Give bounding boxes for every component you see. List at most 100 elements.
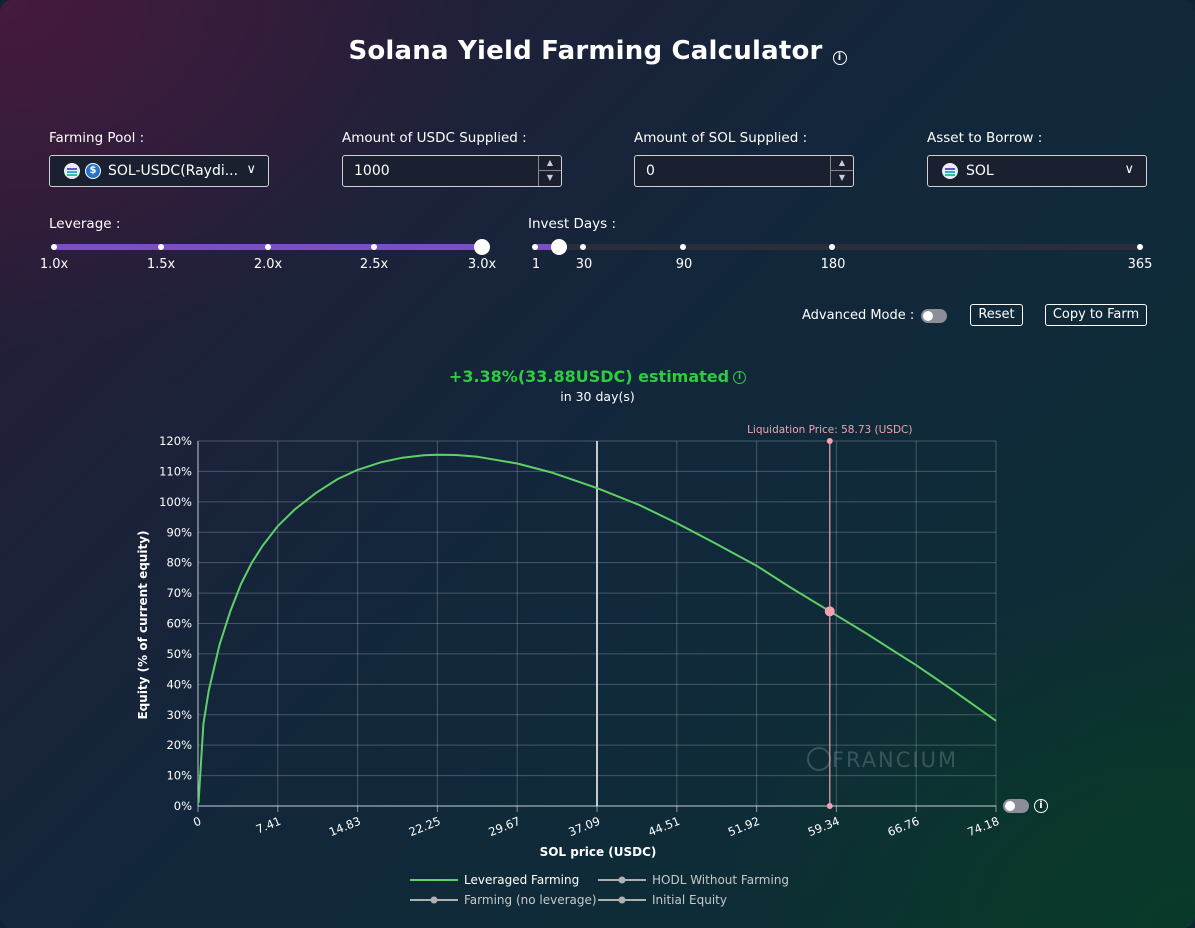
x-tick-label: 0 bbox=[191, 814, 203, 830]
liquidation-label: Liquidation Price: 58.73 (USDC) bbox=[747, 424, 912, 436]
y-tick-label: 0% bbox=[174, 799, 192, 813]
estimate-headline: +3.38%(33.88USDC) estimated i bbox=[0, 367, 1195, 386]
liquidation-point bbox=[824, 606, 835, 617]
sol-icon bbox=[942, 163, 958, 179]
chart-option-toggle[interactable] bbox=[1003, 799, 1029, 813]
invest-days-stop[interactable] bbox=[1137, 244, 1143, 250]
usdc-amount-stepper[interactable]: ▲ ▼ bbox=[538, 156, 561, 186]
chart-legend: Leveraged Farming HODL Without Farming Far… bbox=[410, 873, 789, 907]
x-axis-label: SOL price (USDC) bbox=[540, 845, 657, 859]
sol-amount-stepper[interactable]: ▲ ▼ bbox=[830, 156, 853, 186]
farming-pool-label: Farming Pool : bbox=[49, 130, 145, 146]
y-tick-label: 80% bbox=[166, 556, 192, 570]
x-tick-label: 37.09 bbox=[566, 814, 602, 839]
chevron-down-icon: ∨ bbox=[1124, 162, 1134, 177]
x-tick-label: 59.34 bbox=[806, 814, 842, 839]
y-tick-label: 30% bbox=[166, 708, 192, 722]
y-tick-label: 40% bbox=[166, 677, 192, 691]
sol-amount-input[interactable]: 0 ▲ ▼ bbox=[634, 155, 854, 187]
legend-swatch-dot bbox=[430, 896, 438, 904]
legend-label: Leveraged Farming bbox=[464, 873, 579, 887]
chart-axes: 0 7.41 14.83 22.25 29.67 37.09 44.51 51.92 59.34… bbox=[159, 434, 1001, 839]
stepper-down-icon[interactable]: ▼ bbox=[838, 173, 846, 182]
invest-days-tick[interactable]: 90 bbox=[675, 257, 693, 272]
x-tick-label: 66.76 bbox=[886, 814, 922, 839]
y-tick-label: 10% bbox=[166, 769, 192, 783]
legend-label: Initial Equity bbox=[652, 893, 727, 907]
leverage-label: Leverage : bbox=[49, 216, 121, 232]
estimate-info-icon[interactable]: i bbox=[733, 371, 747, 384]
x-tick-label: 22.25 bbox=[407, 814, 443, 839]
leverage-tick[interactable]: 3.0x bbox=[467, 257, 497, 272]
leverage-stop[interactable] bbox=[158, 244, 164, 250]
chevron-down-icon: ∨ bbox=[246, 162, 256, 177]
chart-series bbox=[197, 453, 997, 804]
leverage-stop[interactable] bbox=[371, 244, 377, 250]
leveraged-farming-line bbox=[197, 453, 997, 804]
leverage-tick[interactable]: 1.0x bbox=[39, 257, 69, 272]
advanced-mode-label: Advanced Mode : bbox=[802, 308, 915, 323]
y-tick-label: 20% bbox=[166, 738, 192, 752]
usdc-amount-value: 1000 bbox=[354, 163, 390, 179]
x-tick-label: 74.18 bbox=[965, 814, 1001, 839]
legend-label: HODL Without Farming bbox=[652, 873, 789, 887]
usdc-amount-input[interactable]: 1000 ▲ ▼ bbox=[342, 155, 562, 187]
y-tick-label: 70% bbox=[166, 586, 192, 600]
y-tick-label: 120% bbox=[159, 434, 192, 448]
farming-pool-select[interactable]: SOL-USDC(Raydi... ∨ bbox=[49, 155, 269, 187]
invest-days-track[interactable] bbox=[532, 244, 1144, 250]
title-info-icon[interactable]: i bbox=[832, 37, 847, 67]
copy-to-farm-button[interactable]: Copy to Farm bbox=[1045, 304, 1147, 326]
stepper-up-icon[interactable]: ▲ bbox=[831, 156, 853, 171]
estimate-text: +3.38%(33.88USDC) estimated bbox=[448, 367, 730, 386]
francium-logo-icon bbox=[807, 747, 831, 771]
sol-supplied-label: Amount of SOL Supplied : bbox=[634, 130, 808, 146]
x-tick-label: 7.41 bbox=[254, 814, 283, 837]
leverage-tick[interactable]: 2.5x bbox=[359, 257, 389, 272]
chart-info-icon[interactable]: i bbox=[1034, 799, 1048, 813]
liquidation-bottom-marker bbox=[826, 803, 833, 809]
invest-days-label: Invest Days : bbox=[528, 216, 616, 232]
estimate-period: in 30 day(s) bbox=[560, 389, 635, 404]
invest-days-stop[interactable] bbox=[580, 244, 586, 250]
leverage-stop[interactable] bbox=[265, 244, 271, 250]
advanced-mode-toggle[interactable] bbox=[921, 309, 947, 323]
chart-annotations: Liquidation Price: 58.73 (USDC) bbox=[747, 424, 912, 809]
invest-days-fill bbox=[532, 244, 560, 250]
invest-days-stop[interactable] bbox=[829, 244, 835, 250]
borrow-asset-label: Asset to Borrow : bbox=[927, 130, 1043, 146]
legend-label: Farming (no leverage) bbox=[464, 893, 597, 907]
borrow-asset-value: SOL bbox=[966, 163, 994, 179]
title-text: Solana Yield Farming Calculator bbox=[348, 36, 823, 66]
invest-days-handle[interactable] bbox=[551, 239, 567, 255]
borrow-asset-select[interactable]: SOL ∨ bbox=[927, 155, 1147, 187]
y-tick-label: 110% bbox=[159, 464, 192, 478]
leverage-handle[interactable] bbox=[474, 239, 490, 255]
leverage-tick[interactable]: 1.5x bbox=[146, 257, 176, 272]
invest-days-tick[interactable]: 30 bbox=[575, 257, 593, 272]
x-tick-label: 14.83 bbox=[327, 814, 363, 839]
leverage-tick[interactable]: 2.0x bbox=[253, 257, 283, 272]
leverage-stop[interactable] bbox=[51, 244, 57, 250]
invest-days-tick[interactable]: 1 bbox=[531, 257, 541, 272]
farming-pool-value: SOL-USDC(Raydi... bbox=[108, 163, 239, 179]
francium-watermark: FRANCIUM bbox=[832, 748, 958, 772]
invest-days-tick[interactable]: 180 bbox=[820, 257, 846, 272]
x-tick-label: 51.92 bbox=[726, 814, 762, 839]
liquidation-top-marker bbox=[826, 438, 833, 444]
page-title: Solana Yield Farming Calculator i bbox=[0, 36, 1195, 67]
legend-swatch-dot bbox=[618, 876, 626, 884]
stepper-down-icon[interactable]: ▼ bbox=[546, 173, 554, 182]
invest-days-stop[interactable] bbox=[680, 244, 686, 250]
stepper-up-icon[interactable]: ▲ bbox=[539, 156, 561, 171]
reset-button[interactable]: Reset bbox=[970, 304, 1023, 326]
y-tick-label: 90% bbox=[166, 525, 192, 539]
usdc-icon bbox=[85, 163, 101, 179]
x-tick-label: 29.67 bbox=[487, 814, 523, 839]
invest-days-stop[interactable] bbox=[532, 244, 538, 250]
x-tick-label: 44.51 bbox=[646, 814, 682, 839]
invest-days-tick[interactable]: 365 bbox=[1127, 257, 1153, 272]
y-tick-label: 50% bbox=[166, 647, 192, 661]
